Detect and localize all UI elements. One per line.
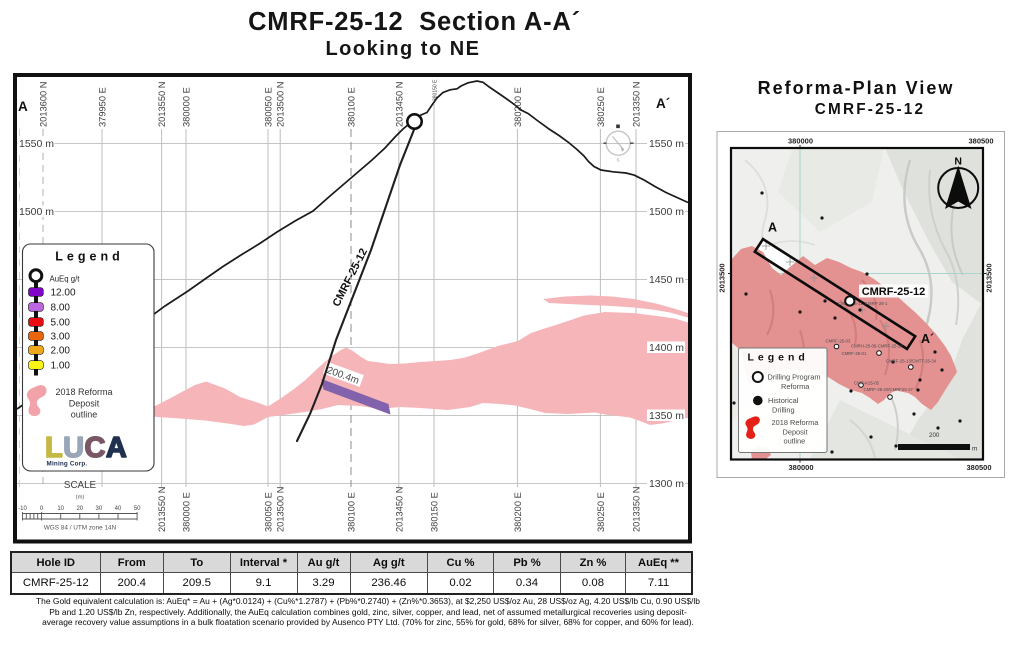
svg-text:CMRF-25-11 CMRF-25-1: CMRF-25-11 CMRF-25-1 bbox=[838, 301, 888, 306]
svg-text:S: S bbox=[617, 158, 620, 163]
svg-text:2018 Reforma: 2018 Reforma bbox=[772, 418, 820, 427]
svg-text:2013600 N: 2013600 N bbox=[39, 82, 49, 128]
svg-text:1400 m: 1400 m bbox=[649, 342, 684, 354]
svg-text:8.00: 8.00 bbox=[51, 303, 71, 314]
svg-text:380150 E: 380150 E bbox=[430, 492, 440, 532]
svg-text:m: m bbox=[972, 446, 977, 453]
svg-text:outline: outline bbox=[784, 437, 806, 446]
svg-text:Legend: Legend bbox=[748, 352, 809, 364]
svg-text:Reforma: Reforma bbox=[781, 382, 810, 391]
svg-text:20: 20 bbox=[76, 506, 83, 512]
svg-text:30: 30 bbox=[96, 506, 103, 512]
svg-text:WGS 84 / UTM zone 14N: WGS 84 / UTM zone 14N bbox=[44, 525, 117, 532]
svg-text:3.00: 3.00 bbox=[51, 332, 71, 343]
svg-text:2018 Reforma: 2018 Reforma bbox=[55, 387, 112, 397]
svg-text:CMRF-25-03: CMRF-25-03 bbox=[826, 339, 851, 344]
svg-text:1550 m: 1550 m bbox=[19, 138, 54, 150]
svg-text:380050 E: 380050 E bbox=[264, 87, 274, 127]
svg-text:2013350 N: 2013350 N bbox=[632, 487, 642, 533]
svg-text:2013500: 2013500 bbox=[718, 263, 727, 292]
svg-text:1500 m: 1500 m bbox=[649, 206, 684, 218]
svg-text:380000 E: 380000 E bbox=[182, 492, 192, 532]
svg-text:380150 E: 380150 E bbox=[433, 79, 439, 101]
svg-text:2013500: 2013500 bbox=[985, 263, 994, 292]
svg-text:A: A bbox=[768, 221, 777, 235]
svg-text:AuEq g/t: AuEq g/t bbox=[50, 275, 81, 284]
svg-text:CMRF-25-12: CMRF-25-12 bbox=[331, 247, 371, 309]
svg-text:A´: A´ bbox=[921, 332, 934, 346]
svg-text:200: 200 bbox=[929, 432, 940, 439]
svg-text:Historical: Historical bbox=[768, 396, 799, 405]
svg-text:Drilling: Drilling bbox=[772, 406, 795, 415]
svg-text:Deposit: Deposit bbox=[783, 428, 808, 437]
svg-text:Legend: Legend bbox=[55, 250, 123, 264]
svg-text:380250 E: 380250 E bbox=[596, 492, 606, 532]
svg-text:outline: outline bbox=[71, 410, 98, 420]
svg-text:N: N bbox=[954, 156, 962, 168]
svg-text:2013350 N: 2013350 N bbox=[632, 82, 642, 128]
svg-text:380200 E: 380200 E bbox=[513, 87, 523, 127]
svg-text:1450 m: 1450 m bbox=[649, 274, 684, 286]
svg-text:50: 50 bbox=[134, 506, 141, 512]
svg-text:2013450 N: 2013450 N bbox=[394, 487, 404, 533]
svg-text:40: 40 bbox=[115, 506, 122, 512]
svg-text:380050 E: 380050 E bbox=[264, 492, 274, 532]
svg-text:LUCA: LUCA bbox=[45, 432, 127, 464]
svg-text:CMRH-25-08-CMRF-25-18: CMRH-25-08-CMRF-25-18 bbox=[851, 344, 903, 349]
svg-text:1350 m: 1350 m bbox=[649, 410, 684, 422]
svg-text:380500: 380500 bbox=[968, 137, 993, 146]
svg-text:5.00: 5.00 bbox=[51, 318, 71, 329]
svg-text:2.00: 2.00 bbox=[51, 346, 71, 357]
svg-text:380200 E: 380200 E bbox=[513, 492, 523, 532]
svg-text:1300 m: 1300 m bbox=[649, 478, 684, 490]
svg-text:CMRF-25-13/CMTT-25-34: CMRF-25-13/CMTT-25-34 bbox=[886, 359, 937, 364]
svg-text:-10: -10 bbox=[18, 506, 27, 512]
svg-text:0: 0 bbox=[40, 506, 44, 512]
svg-text:380250 E: 380250 E bbox=[596, 87, 606, 127]
svg-text:380100 E: 380100 E bbox=[347, 87, 357, 127]
svg-text:1550 m: 1550 m bbox=[649, 138, 684, 150]
svg-text:CMR-K25-05: CMR-K25-05 bbox=[854, 381, 880, 386]
svg-text:10: 10 bbox=[57, 506, 64, 512]
svg-text:CMRF-25-01: CMRF-25-01 bbox=[842, 351, 867, 356]
svg-text:Mining Corp.: Mining Corp. bbox=[47, 461, 88, 468]
svg-text:379950 E: 379950 E bbox=[98, 87, 108, 127]
svg-text:380000 E: 380000 E bbox=[182, 87, 192, 127]
svg-text:2013450 N: 2013450 N bbox=[394, 82, 404, 128]
svg-text:Drilling Program: Drilling Program bbox=[768, 373, 821, 382]
svg-text:2013500 N: 2013500 N bbox=[276, 487, 286, 533]
svg-text:12.00: 12.00 bbox=[51, 288, 76, 299]
svg-text:(m): (m) bbox=[76, 495, 85, 501]
svg-text:2013500 N: 2013500 N bbox=[276, 82, 286, 128]
svg-text:380100 E: 380100 E bbox=[347, 492, 357, 532]
svg-text:2013550 N: 2013550 N bbox=[157, 487, 167, 533]
svg-text:A´: A´ bbox=[656, 96, 670, 111]
svg-text:CMRF-25-20/CMRF25-27: CMRF-25-20/CMRF25-27 bbox=[864, 387, 914, 392]
svg-text:2013550 N: 2013550 N bbox=[157, 82, 167, 128]
svg-text:A: A bbox=[18, 99, 28, 114]
svg-text:1.00: 1.00 bbox=[51, 361, 71, 372]
svg-text:380500: 380500 bbox=[966, 463, 991, 472]
svg-text:Deposit: Deposit bbox=[69, 399, 100, 409]
svg-text:380000: 380000 bbox=[788, 137, 813, 146]
svg-text:SCALE: SCALE bbox=[64, 480, 97, 491]
svg-text:CMRF-25-12: CMRF-25-12 bbox=[862, 286, 926, 298]
svg-text:380000: 380000 bbox=[788, 463, 813, 472]
svg-text:1500 m: 1500 m bbox=[19, 206, 54, 218]
